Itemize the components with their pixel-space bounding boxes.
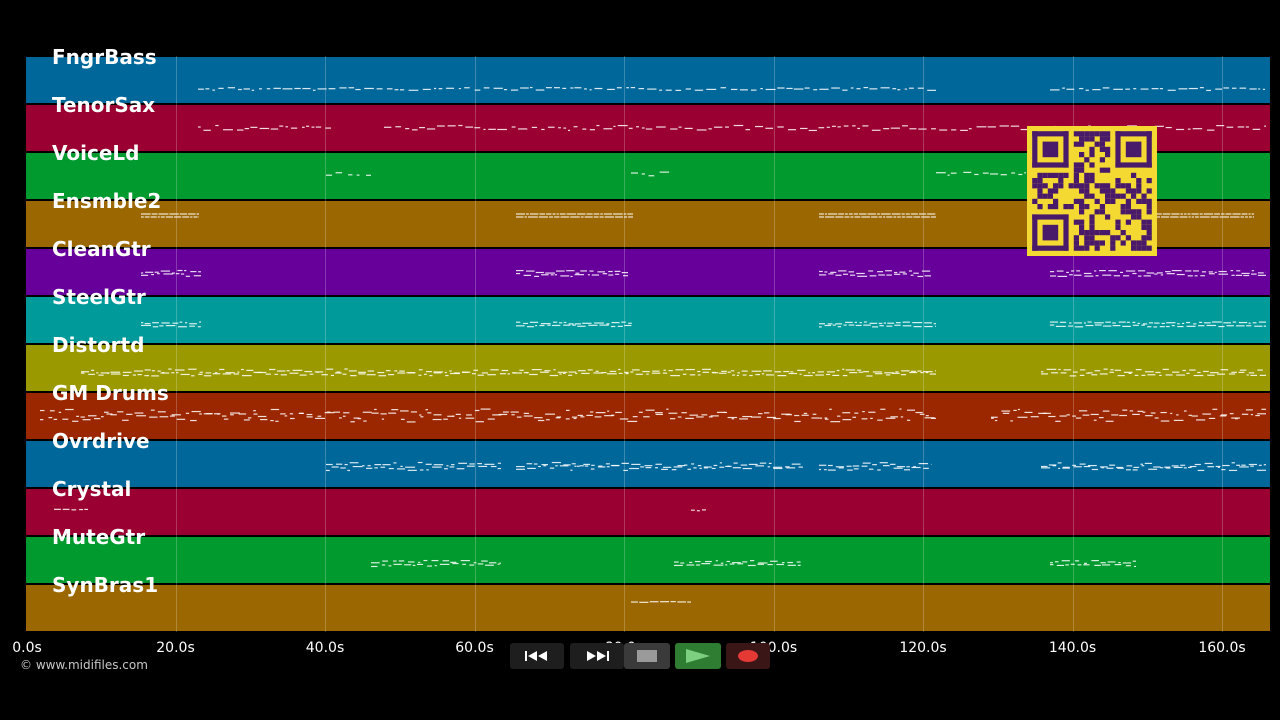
track-label: CleanGtr: [52, 237, 151, 261]
track-label: SynBras1: [52, 573, 159, 597]
rewind-icon: [525, 651, 547, 661]
fast-forward-icon: [587, 651, 609, 661]
play-button[interactable]: [675, 643, 721, 669]
time-tick-label: 140.0s: [1048, 640, 1097, 656]
track-row: [26, 441, 1270, 487]
track-row: [26, 585, 1270, 631]
time-axis: 0.0s20.0s40.0s60.0s80.0s100.0s120.0s140.…: [0, 632, 1280, 662]
transport-controls: [510, 643, 770, 669]
track-label: VoiceLd: [52, 141, 140, 165]
track-row: [26, 249, 1270, 295]
track-label: Distortd: [52, 333, 145, 357]
stop-icon: [637, 650, 657, 662]
rewind-button[interactable]: [510, 643, 564, 669]
track-row: [26, 297, 1270, 343]
copyright-text: © www.midifiles.com: [20, 658, 148, 672]
time-tick-label: 160.0s: [1198, 640, 1246, 656]
record-button[interactable]: [726, 643, 770, 669]
track-label: Ovrdrive: [52, 429, 150, 453]
fast-forward-button[interactable]: [570, 643, 624, 669]
play-icon: [686, 649, 710, 663]
time-tick-label: 60.0s: [455, 640, 494, 656]
track-row: [26, 489, 1270, 535]
time-tick-label: 20.0s: [156, 640, 195, 656]
track-label: Ensmble2: [52, 189, 162, 213]
time-tick-label: 40.0s: [305, 640, 345, 656]
track-label: FngrBass: [52, 45, 157, 69]
track-row: [26, 345, 1270, 391]
track-label: Crystal: [52, 477, 132, 501]
track-label: SteelGtr: [52, 285, 146, 309]
track-label: TenorSax: [52, 93, 156, 117]
time-tick-label: 0.0s: [12, 640, 42, 656]
record-icon: [738, 650, 758, 662]
track-label: GM Drums: [52, 381, 169, 405]
track-label: MuteGtr: [52, 525, 146, 549]
stop-button[interactable]: [624, 643, 670, 669]
track-row: [26, 57, 1270, 103]
track-row: [26, 537, 1270, 583]
time-tick-label: 120.0s: [899, 640, 947, 656]
qr-code-icon: [1027, 126, 1157, 256]
